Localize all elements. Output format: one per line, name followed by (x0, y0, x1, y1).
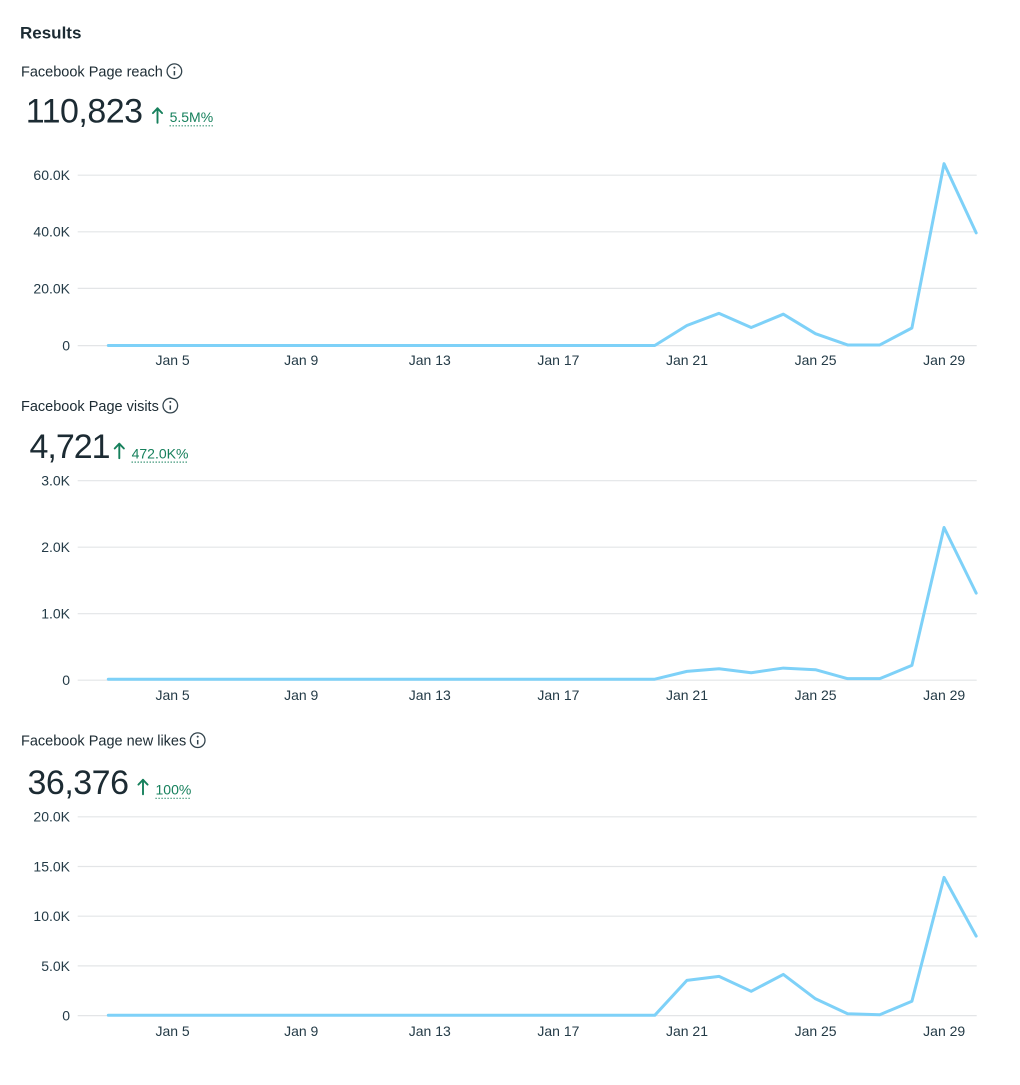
svg-text:5.5M%: 5.5M% (170, 109, 214, 125)
svg-text:20.0K: 20.0K (33, 809, 70, 825)
svg-text:Jan 17: Jan 17 (537, 352, 579, 368)
svg-text:Jan 13: Jan 13 (409, 352, 451, 368)
svg-text:20.0K: 20.0K (33, 280, 70, 296)
svg-text:3.0K: 3.0K (41, 473, 70, 489)
svg-text:0: 0 (62, 1008, 70, 1024)
svg-text:Facebook Page new likes: Facebook Page new likes (21, 734, 186, 750)
svg-text:Jan 5: Jan 5 (155, 1023, 189, 1039)
svg-text:40.0K: 40.0K (33, 224, 70, 240)
svg-text:Jan 9: Jan 9 (284, 1023, 318, 1039)
svg-text:Jan 13: Jan 13 (409, 1023, 451, 1039)
svg-text:Jan 17: Jan 17 (537, 687, 579, 703)
svg-text:110,823: 110,823 (26, 93, 143, 131)
svg-text:Jan 17: Jan 17 (537, 1023, 579, 1039)
svg-text:Jan 25: Jan 25 (795, 687, 837, 703)
svg-text:15.0K: 15.0K (33, 858, 70, 874)
svg-text:Facebook Page reach: Facebook Page reach (21, 65, 163, 81)
svg-text:0: 0 (62, 672, 70, 688)
svg-text:Jan 29: Jan 29 (923, 687, 965, 703)
svg-text:Jan 9: Jan 9 (284, 687, 318, 703)
svg-text:10.0K: 10.0K (33, 908, 70, 924)
svg-text:36,376: 36,376 (28, 764, 129, 802)
svg-text:Jan 5: Jan 5 (155, 687, 189, 703)
svg-text:Jan 21: Jan 21 (666, 687, 708, 703)
svg-text:Jan 29: Jan 29 (923, 1023, 965, 1039)
svg-text:1.0K: 1.0K (41, 606, 70, 622)
svg-text:Jan 5: Jan 5 (155, 352, 189, 368)
svg-text:Jan 25: Jan 25 (795, 352, 837, 368)
svg-text:Jan 21: Jan 21 (666, 1023, 708, 1039)
svg-text:Jan 9: Jan 9 (284, 352, 318, 368)
svg-text:Results: Results (20, 24, 81, 43)
svg-text:60.0K: 60.0K (33, 167, 70, 183)
svg-text:Jan 21: Jan 21 (666, 352, 708, 368)
svg-text:5.0K: 5.0K (41, 958, 70, 974)
svg-text:Facebook Page visits: Facebook Page visits (21, 399, 159, 415)
svg-text:472.0K%: 472.0K% (132, 445, 189, 461)
svg-text:Jan 25: Jan 25 (795, 1023, 837, 1039)
svg-text:0: 0 (62, 338, 70, 354)
svg-text:100%: 100% (156, 782, 192, 798)
svg-text:Jan 13: Jan 13 (409, 687, 451, 703)
svg-text:Jan 29: Jan 29 (923, 352, 965, 368)
svg-text:4,721: 4,721 (30, 428, 110, 466)
svg-text:2.0K: 2.0K (41, 539, 70, 555)
